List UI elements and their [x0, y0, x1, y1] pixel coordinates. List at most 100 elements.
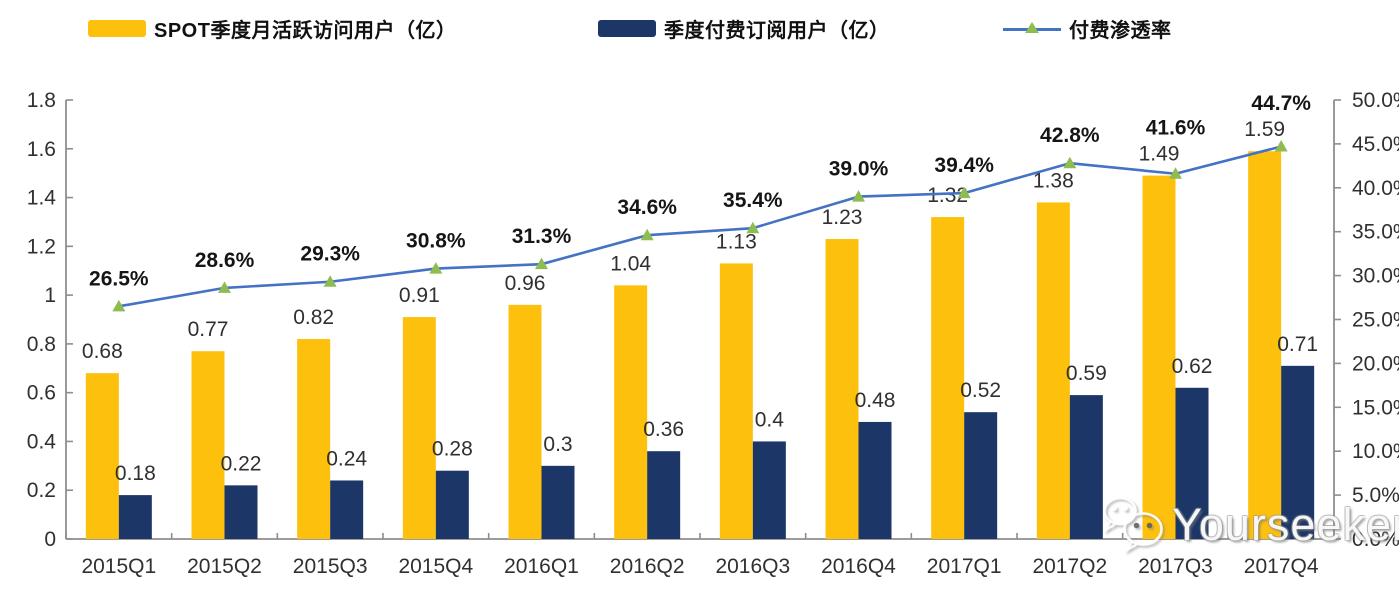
y-axis-right-label: 35.0%: [1352, 221, 1399, 244]
mau-value-label: 0.77: [188, 318, 229, 341]
penetration-value-label: 29.3%: [300, 243, 360, 266]
y-axis-left-label: 0.8: [27, 333, 56, 356]
subscriber-value-label: 0.4: [755, 408, 785, 431]
subscriber-bar: [964, 412, 998, 539]
mau-value-label: 0.68: [82, 340, 123, 363]
mau-bar: [1142, 175, 1176, 539]
y-axis-left-label: 1.8: [27, 89, 56, 112]
subscriber-value-label: 0.71: [1277, 333, 1318, 356]
y-axis-left-label: 1.4: [27, 187, 57, 210]
triangle-marker-icon: [323, 275, 337, 287]
legend-item-penetration: 付费渗透率: [1003, 14, 1172, 43]
mau-bar: [825, 239, 859, 539]
legend-item-subscribers: 季度付费订阅用户（亿）: [598, 14, 890, 43]
x-axis-label: 2017Q4: [1244, 555, 1319, 578]
legend-label-subscribers: 季度付费订阅用户（亿）: [664, 20, 890, 42]
legend-label-mau: SPOT季度月活跃访问用户（亿）: [154, 20, 457, 42]
subscriber-value-label: 0.48: [855, 389, 896, 412]
subscriber-bar: [118, 495, 152, 539]
penetration-value-label: 39.4%: [934, 154, 994, 177]
penetration-value-label: 26.5%: [89, 267, 149, 290]
x-axis-label: 2017Q1: [927, 555, 1002, 578]
triangle-marker-icon: [429, 262, 443, 274]
subscriber-bar: [1281, 365, 1315, 539]
mau-value-label: 1.38: [1033, 169, 1074, 192]
triangle-marker-icon: [535, 257, 548, 270]
penetration-value-label: 34.6%: [617, 196, 677, 219]
subscriber-bar: [541, 465, 575, 539]
y-axis-right-label: 40.0%: [1352, 177, 1399, 200]
subscriber-bar: [647, 451, 681, 539]
y-axis-right-label: 20.0%: [1352, 352, 1399, 375]
subscriber-bar: [858, 421, 892, 539]
y-axis-left-label: 1: [44, 284, 56, 307]
y-axis-left-label: 0.4: [27, 430, 57, 453]
subscriber-bar: [1175, 387, 1209, 539]
mau-value-label: 1.04: [610, 252, 651, 275]
x-axis-label: 2015Q1: [81, 555, 156, 578]
y-axis-left-label: 0.6: [27, 382, 56, 405]
y-axis-right-label: 10.0%: [1352, 440, 1399, 463]
mau-bar: [1248, 151, 1282, 539]
y-axis-right-label: 0.0%: [1352, 528, 1399, 551]
subscriber-bar: [752, 441, 786, 539]
y-axis-right-label: 25.0%: [1352, 309, 1399, 332]
y-axis-right-label: 30.0%: [1352, 265, 1399, 288]
subscriber-value-label: 0.52: [960, 379, 1001, 402]
x-axis-label: 2015Q3: [293, 555, 368, 578]
mau-bar: [719, 263, 753, 539]
penetration-value-label: 44.7%: [1251, 92, 1311, 115]
y-axis-left-label: 1.2: [27, 235, 56, 258]
x-axis-label: 2016Q3: [715, 555, 790, 578]
y-axis-right-label: 5.0%: [1352, 484, 1399, 507]
penetration-value-label: 39.0%: [829, 158, 889, 181]
y-axis-right-label: 45.0%: [1352, 133, 1399, 156]
subscriber-value-label: 0.18: [115, 462, 156, 485]
x-axis-label: 2016Q4: [821, 555, 896, 578]
penetration-line: [118, 145, 1282, 308]
mau-value-label: 1.49: [1139, 143, 1180, 166]
legend-item-mau: SPOT季度月活跃访问用户（亿）: [88, 14, 456, 43]
triangle-marker-icon: [1063, 156, 1077, 169]
subscriber-value-label: 0.62: [1172, 355, 1213, 378]
y-axis-left-label: 0: [44, 528, 56, 551]
subscriber-value-label: 0.28: [432, 438, 473, 461]
triangle-marker-icon: [852, 190, 865, 202]
mau-bar: [191, 351, 225, 539]
line-swatch-icon: [1003, 20, 1061, 38]
penetration-value-label: 35.4%: [723, 189, 783, 212]
y-axis-left-label: 0.2: [27, 479, 56, 502]
mau-value-label: 0.91: [399, 284, 440, 307]
penetration-value-label: 41.6%: [1146, 117, 1206, 140]
penetration-value-label: 30.8%: [406, 230, 466, 253]
mau-bar: [508, 304, 542, 539]
penetration-value-label: 28.6%: [195, 249, 255, 272]
mau-bar: [614, 285, 648, 539]
penetration-value-label: 31.3%: [512, 225, 572, 248]
mau-bar: [85, 373, 119, 539]
x-axis-label: 2017Q3: [1138, 555, 1213, 578]
mau-value-label: 1.59: [1244, 118, 1285, 141]
triangle-marker-icon: [957, 186, 971, 199]
subscriber-value-label: 0.24: [326, 447, 367, 470]
x-axis-label: 2015Q2: [187, 555, 262, 578]
subscriber-bar: [224, 485, 258, 539]
bar-swatch-icon: [88, 20, 146, 37]
mau-value-label: 1.23: [822, 206, 863, 229]
bar-swatch-icon: [598, 20, 656, 37]
subscriber-bar: [435, 470, 469, 539]
triangle-marker-icon: [1169, 167, 1182, 179]
y-axis-right-label: 15.0%: [1352, 396, 1399, 419]
mau-value-label: 1.32: [927, 184, 968, 207]
mau-value-label: 0.96: [505, 272, 546, 295]
mau-bar: [1036, 202, 1070, 539]
subscriber-bar: [330, 480, 364, 539]
penetration-value-label: 42.8%: [1040, 124, 1100, 147]
y-axis-right-label: 50.0%: [1352, 89, 1399, 112]
x-axis-label: 2016Q1: [504, 555, 579, 578]
triangle-marker-icon: [640, 228, 654, 241]
mau-bar: [297, 339, 331, 539]
triangle-marker-icon: [218, 281, 231, 293]
